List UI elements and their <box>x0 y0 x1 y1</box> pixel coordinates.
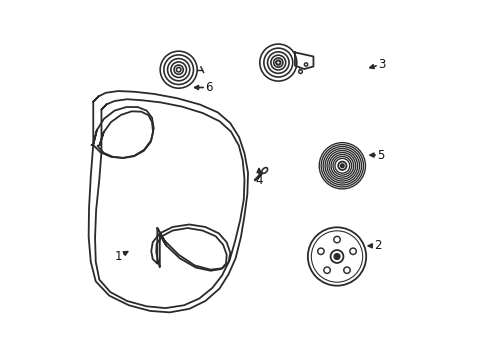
Text: 3: 3 <box>377 58 385 71</box>
Text: 6: 6 <box>205 81 212 94</box>
Circle shape <box>323 267 329 273</box>
Circle shape <box>333 253 339 260</box>
Polygon shape <box>294 53 313 69</box>
Circle shape <box>340 164 344 168</box>
Text: 2: 2 <box>373 239 381 252</box>
Text: 1: 1 <box>115 250 122 263</box>
Circle shape <box>333 237 340 243</box>
Circle shape <box>349 248 356 255</box>
Text: 4: 4 <box>255 174 263 186</box>
Circle shape <box>343 267 349 273</box>
Text: 5: 5 <box>376 149 384 162</box>
Ellipse shape <box>262 168 267 173</box>
Circle shape <box>276 61 280 64</box>
Circle shape <box>317 248 324 255</box>
